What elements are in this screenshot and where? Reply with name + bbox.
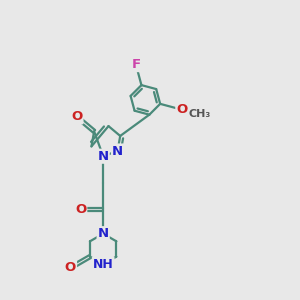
Text: N: N: [98, 227, 109, 240]
Text: O: O: [75, 203, 86, 216]
Text: CH₃: CH₃: [189, 110, 211, 119]
Text: NH: NH: [93, 258, 114, 271]
Text: N: N: [112, 145, 123, 158]
Text: N: N: [98, 150, 109, 163]
Text: O: O: [65, 261, 76, 274]
Text: O: O: [176, 103, 188, 116]
Text: O: O: [71, 110, 82, 123]
Text: F: F: [131, 58, 140, 71]
